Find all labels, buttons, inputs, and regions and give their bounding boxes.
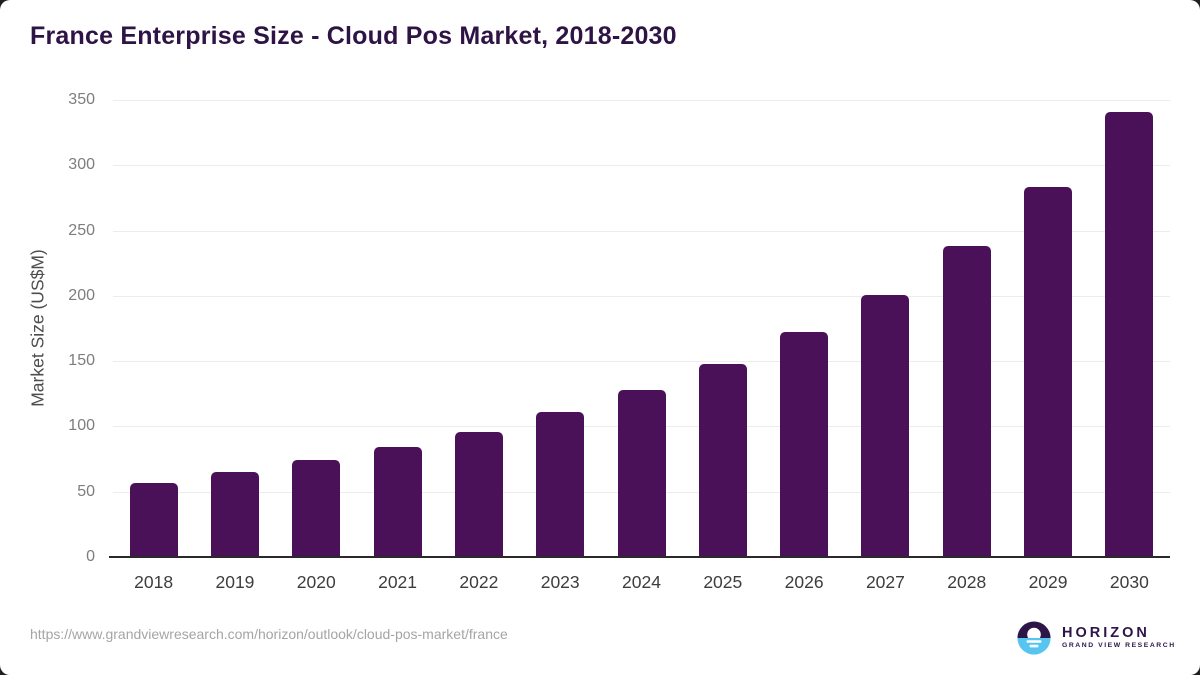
y-tick-0: 0: [86, 548, 95, 565]
x-label-2023: 2023: [540, 572, 580, 592]
chart-title: France Enterprise Size - Cloud Pos Marke…: [30, 22, 677, 50]
horizon-logo: HORIZON GRAND VIEW RESEARCH: [1015, 619, 1176, 657]
bar-2020[interactable]: [292, 460, 341, 557]
horizon-logo-icon: [1017, 621, 1051, 655]
bar-2022[interactable]: [454, 431, 503, 557]
logo-brand-name: HORIZON: [1062, 624, 1150, 641]
bar-2026[interactable]: [780, 332, 829, 557]
bar-2019[interactable]: [210, 472, 259, 557]
y-tick-350: 350: [68, 91, 95, 108]
x-label-2026: 2026: [784, 572, 824, 592]
x-label-2030: 2030: [1109, 572, 1149, 592]
x-label-2018: 2018: [134, 572, 174, 592]
bar-2027[interactable]: [861, 294, 910, 557]
bar-2030[interactable]: [1105, 111, 1154, 557]
x-label-2029: 2029: [1028, 572, 1068, 592]
gridline-300: [113, 165, 1170, 167]
y-axis-title: Market Size (US$M): [27, 249, 48, 407]
y-tick-150: 150: [68, 352, 95, 370]
gridline-150: [113, 361, 1170, 363]
x-axis-line: [109, 556, 1170, 558]
bar-2028[interactable]: [942, 246, 991, 557]
y-tick-200: 200: [68, 286, 95, 304]
x-label-2019: 2019: [215, 572, 255, 592]
x-label-2020: 2020: [296, 572, 336, 592]
y-tick-250: 250: [68, 221, 95, 239]
y-tick-50: 50: [77, 482, 95, 500]
y-tick-100: 100: [68, 417, 95, 435]
x-label-2025: 2025: [703, 572, 743, 592]
gridline-250: [113, 230, 1170, 232]
bar-2023[interactable]: [536, 412, 585, 557]
x-label-2024: 2024: [622, 572, 661, 592]
bar-2021[interactable]: [373, 447, 422, 557]
x-label-2022: 2022: [459, 572, 499, 592]
bar-2025[interactable]: [698, 363, 747, 557]
bar-2018[interactable]: [129, 482, 178, 557]
gridline-200: [113, 295, 1170, 297]
source-url: https://www.grandviewresearch.com/horizo…: [30, 626, 508, 642]
bar-2024[interactable]: [617, 389, 666, 557]
x-label-2028: 2028: [947, 572, 987, 592]
x-label-2027: 2027: [865, 572, 905, 592]
bar-2029[interactable]: [1024, 187, 1073, 557]
logo-sub-name: GRAND VIEW RESEARCH: [1062, 642, 1176, 650]
y-tick-300: 300: [68, 156, 95, 174]
horizon-logo-text: HORIZON GRAND VIEW RESEARCH: [1062, 626, 1176, 650]
x-label-2021: 2021: [378, 572, 418, 592]
gridline-350: [113, 100, 1170, 101]
